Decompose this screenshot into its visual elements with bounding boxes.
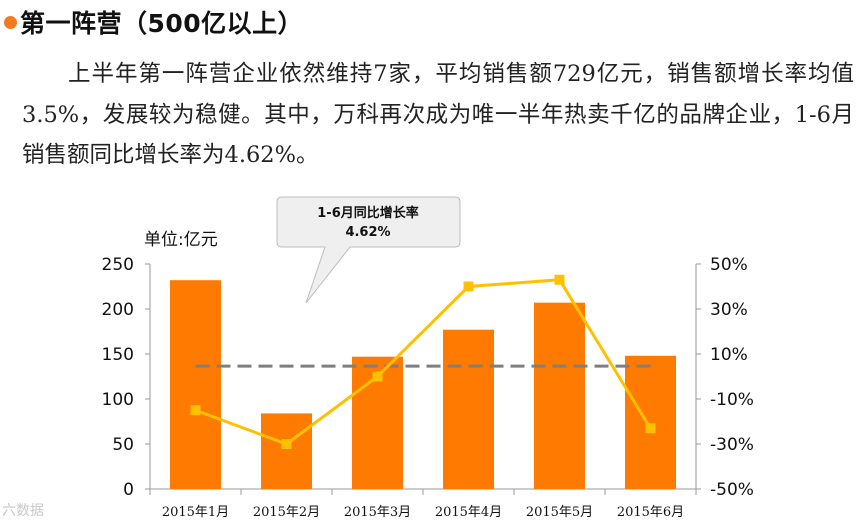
callout-title: 1-6月同比增长率 (317, 206, 419, 221)
section-header: 第一阵营（500亿以上） (4, 2, 303, 42)
y-left-tick-label: 250 (102, 255, 134, 275)
growth-point (372, 371, 383, 382)
y-right-tick-label: 10% (710, 345, 748, 365)
x-tick-label: 2015年5月 (526, 505, 593, 520)
y-right-tick-label: 50% (710, 255, 748, 275)
growth-point (463, 281, 474, 292)
growth-point (281, 439, 292, 449)
y-left-tick-label: 200 (102, 300, 134, 320)
bar (443, 329, 494, 489)
y-left-tick-label: 150 (102, 345, 134, 365)
bar (534, 302, 585, 489)
x-tick-label: 2015年2月 (253, 505, 320, 520)
growth-point (190, 405, 201, 416)
y-left-tick-label: 0 (123, 480, 134, 500)
unit-label: 单位:亿元 (144, 230, 218, 250)
growth-point (554, 274, 565, 285)
x-tick-label: 2015年4月 (435, 505, 502, 520)
x-tick-label: 2015年6月 (617, 505, 684, 520)
growth-line (194, 278, 652, 446)
section-title: 第一阵营（500亿以上） (20, 9, 304, 38)
y-right-tick-label: -30% (710, 435, 754, 455)
y-right-tick-label: -50% (710, 480, 754, 500)
y-left-tick-label: 50 (112, 435, 134, 455)
bullet-dot-icon (4, 15, 17, 29)
y-left-tick-label: 100 (102, 390, 134, 410)
y-right-tick-label: 30% (710, 300, 748, 320)
x-tick-label: 2015年1月 (162, 505, 229, 520)
x-tick-label: 2015年3月 (344, 505, 411, 520)
summary-paragraph: 上半年第一阵营企业依然维持7家，平均销售额729亿元，销售额增长率均值3.5%，… (22, 61, 854, 168)
callout-value: 4.62% (345, 225, 391, 240)
callout-bubble (276, 196, 461, 304)
y-right-tick-label: -10% (710, 390, 754, 410)
growth-point (645, 423, 656, 434)
watermark-logo: 六数据 (2, 503, 44, 519)
callout-label: 1-6月同比增长率 4.62% (278, 204, 458, 242)
bar (170, 280, 221, 489)
bar (261, 413, 312, 489)
bar (625, 355, 676, 489)
